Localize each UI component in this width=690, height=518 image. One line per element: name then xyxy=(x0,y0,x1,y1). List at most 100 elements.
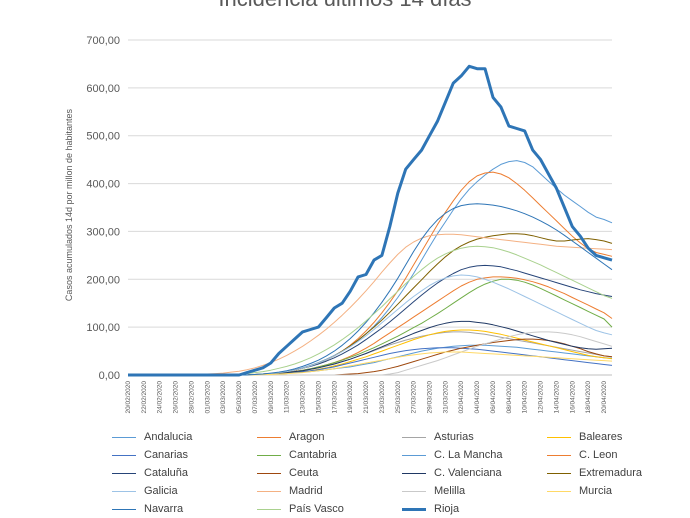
x-tick-label: 02/04/2020 xyxy=(458,381,465,414)
legend-label: Madrid xyxy=(289,485,323,497)
x-tick-label: 03/03/2020 xyxy=(220,381,227,414)
series-line-asturias xyxy=(128,331,613,376)
legend-swatch xyxy=(112,472,136,474)
legend-label: C. La Mancha xyxy=(434,449,503,461)
legend-label: Melilla xyxy=(434,485,466,497)
x-tick-label: 20/04/2020 xyxy=(601,381,608,414)
series-line-rioja xyxy=(128,64,613,377)
legend-label: Murcia xyxy=(579,485,613,497)
x-tick-label: 24/02/2020 xyxy=(157,381,164,414)
series-lines xyxy=(128,64,613,377)
legend-swatch xyxy=(112,490,136,492)
legend-item: Galicia xyxy=(112,482,178,500)
series-line-galicia xyxy=(128,274,613,376)
y-tick-label: 400,00 xyxy=(86,179,120,191)
x-tick-label: 19/03/2020 xyxy=(347,381,354,414)
legend-swatch xyxy=(257,508,281,510)
legend-item: Navarra xyxy=(112,500,183,518)
legend-item: C. Leon xyxy=(547,446,618,464)
x-tick-label: 16/04/2020 xyxy=(569,381,576,414)
y-tick-label: 700,00 xyxy=(86,35,120,47)
x-tick-label: 09/03/2020 xyxy=(268,381,275,414)
x-tick-label: 18/04/2020 xyxy=(585,381,592,414)
legend-swatch xyxy=(547,454,571,456)
legend-label: C. Valenciana xyxy=(434,467,502,479)
legend-item: Madrid xyxy=(257,482,323,500)
legend-swatch xyxy=(547,490,571,492)
x-tick-label: 08/04/2020 xyxy=(506,381,513,414)
legend-item: Melilla xyxy=(402,482,465,500)
legend-swatch xyxy=(257,490,281,492)
y-tick-label: 100,00 xyxy=(86,322,120,334)
legend-item: Canarias xyxy=(112,446,188,464)
series-line-extremadura xyxy=(128,233,613,376)
x-tick-label: 05/03/2020 xyxy=(236,381,243,414)
legend-swatch xyxy=(257,436,281,438)
legend-label: Navarra xyxy=(144,503,184,515)
x-tick-label: 21/03/2020 xyxy=(363,381,370,414)
x-tick-label: 31/03/2020 xyxy=(442,381,449,414)
legend-item: Asturias xyxy=(402,428,474,446)
x-tick-label: 07/03/2020 xyxy=(252,381,259,414)
x-tick-label: 23/03/2020 xyxy=(379,381,386,414)
x-tick-label: 06/04/2020 xyxy=(490,381,497,414)
legend-item: Murcia xyxy=(547,482,612,500)
legend-swatch xyxy=(402,436,426,438)
x-tick-label: 17/03/2020 xyxy=(331,381,338,414)
gridlines xyxy=(128,39,612,376)
y-tick-label: 500,00 xyxy=(86,131,120,143)
legend-label: Cantabria xyxy=(289,449,337,461)
x-tick-label: 10/04/2020 xyxy=(522,381,529,414)
legend-swatch xyxy=(547,472,571,474)
legend-item: Rioja xyxy=(402,500,459,518)
legend-item: País Vasco xyxy=(257,500,344,518)
legend-swatch xyxy=(402,490,426,492)
y-tick-label: 300,00 xyxy=(86,226,120,238)
x-tick-label: 26/02/2020 xyxy=(173,381,180,414)
legend-swatch xyxy=(257,472,281,474)
x-tick-label: 04/04/2020 xyxy=(474,381,481,414)
legend-swatch xyxy=(402,454,426,456)
legend-label: País Vasco xyxy=(289,503,344,515)
legend-swatch xyxy=(112,508,136,510)
y-tick-labels: 0,00 100,00 200,00 300,00 400,00 500,00 600,00… xyxy=(86,35,120,382)
series-line-madrid xyxy=(128,233,613,376)
x-tick-label: 27/03/2020 xyxy=(411,381,418,414)
legend-label: C. Leon xyxy=(579,449,618,461)
x-tick-label: 25/03/2020 xyxy=(395,381,402,414)
legend-label: Baleares xyxy=(579,431,623,443)
x-tick-label: 22/02/2020 xyxy=(141,381,148,414)
legend-label: Galicia xyxy=(144,485,178,497)
legend-swatch xyxy=(112,436,136,438)
legend-item: Baleares xyxy=(547,428,622,446)
legend-swatch xyxy=(112,454,136,456)
legend-swatch xyxy=(402,472,426,474)
y-tick-label: 200,00 xyxy=(86,274,120,286)
y-tick-label: 600,00 xyxy=(86,83,120,95)
x-tick-label: 28/02/2020 xyxy=(188,381,195,414)
legend-label: Rioja xyxy=(434,503,460,515)
legend-label: Extremadura xyxy=(579,467,642,479)
x-tick-label: 14/04/2020 xyxy=(553,381,560,414)
legend-label: Andalucia xyxy=(144,431,193,443)
x-tick-label: 13/03/2020 xyxy=(300,381,307,414)
legend-item: C. Valenciana xyxy=(402,464,502,482)
y-tick-label: 0,00 xyxy=(99,370,120,382)
legend-item: Aragon xyxy=(257,428,324,446)
x-tick-label: 29/03/2020 xyxy=(427,381,434,414)
legend-item: Ceuta xyxy=(257,464,318,482)
series-line-melilla xyxy=(128,331,613,376)
x-tick-label: 20/02/2020 xyxy=(125,381,132,414)
legend-item: Cataluña xyxy=(112,464,188,482)
x-tick-label: 12/04/2020 xyxy=(538,381,545,414)
chart-title: Incidencia últimos 14 días xyxy=(0,0,690,12)
series-line-aragon xyxy=(128,276,613,376)
y-axis-label: Casos acumulados 14d por millon de habit… xyxy=(64,108,74,301)
x-tick-label: 11/03/2020 xyxy=(284,381,291,413)
legend-swatch xyxy=(257,454,281,456)
legend-label: Asturias xyxy=(434,431,474,443)
legend-label: Ceuta xyxy=(289,467,319,479)
x-tick-labels: 20/02/2020 22/02/2020 24/02/2020 26/02/2020… xyxy=(125,381,608,414)
legend-item: Extremadura xyxy=(547,464,642,482)
